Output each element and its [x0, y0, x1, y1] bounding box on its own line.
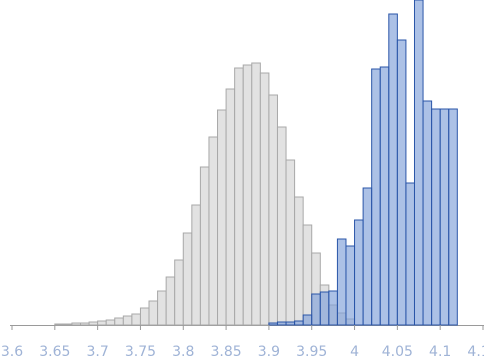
histogram-bar [88, 321, 99, 326]
histogram-bar [448, 108, 458, 326]
histogram-bar [388, 13, 398, 326]
histogram-bar [259, 72, 270, 326]
histogram-bar [294, 320, 304, 326]
histogram-bar [251, 62, 261, 326]
histogram-bar [439, 108, 450, 326]
histogram-bar [379, 66, 390, 326]
histogram-bar [114, 317, 124, 326]
histogram-bar [242, 64, 253, 326]
histogram-bar [174, 259, 184, 326]
histogram-bar [131, 313, 141, 326]
histogram-bar [405, 182, 415, 326]
histogram-bar [413, 0, 424, 326]
histogram-bar [225, 88, 236, 326]
histogram-bar [311, 293, 321, 326]
x-tick-label: 3.8 [172, 344, 194, 360]
histogram-bar [422, 100, 433, 326]
histogram-bar [345, 245, 356, 326]
x-tick-label: 4.1 [429, 344, 451, 360]
x-tick-label: 3.9 [258, 344, 280, 360]
histogram-bar [234, 67, 244, 326]
histogram-bar [157, 290, 167, 326]
histogram-bar [276, 321, 287, 326]
x-tick-label: 3.75 [125, 344, 156, 360]
histogram-bar [302, 314, 313, 326]
histogram-bar [139, 307, 150, 326]
histogram-bar [208, 136, 219, 326]
x-tick-label: 4.15 [467, 344, 484, 360]
histogram-bar [328, 290, 338, 326]
histogram-bar [54, 323, 64, 326]
histogram-bar [217, 109, 227, 326]
histogram-bar [285, 159, 296, 326]
histogram-bar [62, 323, 73, 326]
x-tick-label: 4 [350, 344, 359, 360]
histogram-bar [97, 320, 107, 326]
histogram-bar [336, 238, 347, 326]
histogram-bar [302, 224, 313, 326]
histogram-bar [285, 321, 296, 326]
histogram-bar [71, 322, 82, 326]
histogram-bar [268, 94, 278, 326]
histogram-bar [362, 187, 373, 326]
histogram-bar [371, 68, 381, 326]
histogram-bar [199, 166, 210, 326]
x-tick-label: 3.85 [211, 344, 242, 360]
histogram-bar [276, 126, 287, 326]
x-tick-label: 3.95 [296, 344, 327, 360]
x-tick-label: 3.6 [1, 344, 23, 360]
histogram-bar [80, 322, 90, 326]
x-tick-label: 4.05 [382, 344, 413, 360]
histogram-bar [165, 276, 176, 326]
x-tick-label: 3.65 [39, 344, 70, 360]
histogram-bar [268, 322, 278, 326]
histogram-bar [431, 108, 441, 326]
histogram-bar [105, 319, 116, 326]
x-tick-label: 3.7 [87, 344, 109, 360]
histogram-bar [148, 300, 159, 326]
histogram-bar [122, 315, 133, 326]
histogram-bar [396, 39, 407, 326]
histogram-bar [319, 291, 330, 326]
histogram-bar [354, 219, 364, 326]
histogram-bar [182, 232, 193, 326]
histogram-bar [191, 204, 201, 326]
histogram-bar [294, 196, 304, 326]
